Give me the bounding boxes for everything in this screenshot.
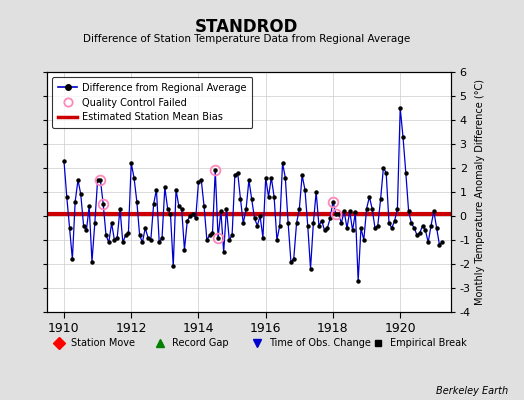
Text: Berkeley Earth: Berkeley Earth <box>436 386 508 396</box>
Text: Station Move: Station Move <box>71 338 135 348</box>
Text: Time of Obs. Change: Time of Obs. Change <box>269 338 371 348</box>
Y-axis label: Monthly Temperature Anomaly Difference (°C): Monthly Temperature Anomaly Difference (… <box>475 79 485 305</box>
Legend: Difference from Regional Average, Quality Control Failed, Estimated Station Mean: Difference from Regional Average, Qualit… <box>52 77 253 128</box>
Text: Record Gap: Record Gap <box>172 338 229 348</box>
Text: STANDROD: STANDROD <box>194 18 298 36</box>
Text: Empirical Break: Empirical Break <box>390 338 467 348</box>
Text: Difference of Station Temperature Data from Regional Average: Difference of Station Temperature Data f… <box>83 34 410 44</box>
